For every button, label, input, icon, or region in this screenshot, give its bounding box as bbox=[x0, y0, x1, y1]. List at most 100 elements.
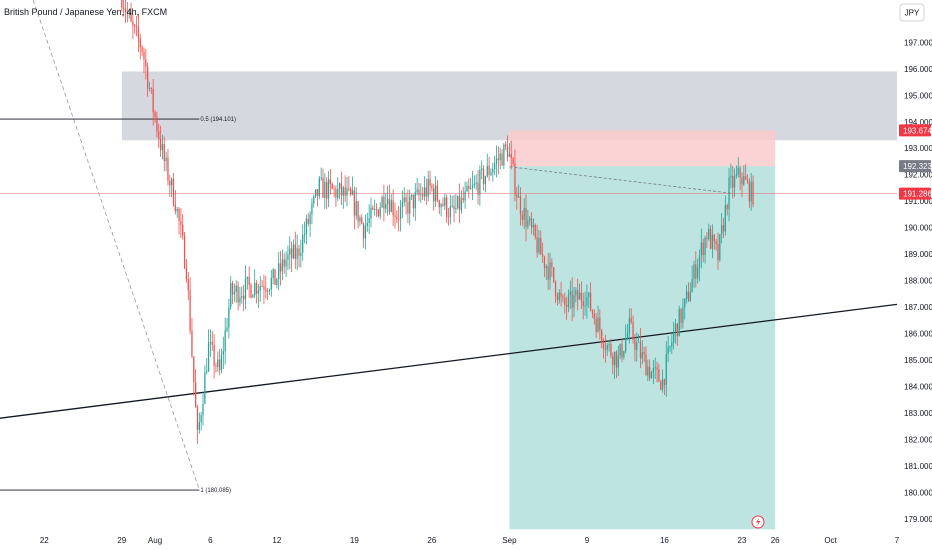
candle-body bbox=[475, 182, 477, 184]
candle-body bbox=[252, 295, 254, 298]
candle-body bbox=[745, 176, 747, 180]
candle-body bbox=[543, 256, 546, 269]
candle-body bbox=[673, 331, 675, 343]
candle-body bbox=[671, 342, 673, 347]
candle-body bbox=[709, 228, 712, 249]
candle-body bbox=[613, 351, 616, 366]
candle-body bbox=[261, 285, 263, 287]
candle-body bbox=[521, 214, 523, 220]
candle-body bbox=[586, 297, 588, 306]
candle-body bbox=[630, 318, 632, 323]
candle-body bbox=[471, 185, 474, 188]
candle-body bbox=[693, 264, 695, 280]
candle-body bbox=[154, 112, 156, 117]
candle-body bbox=[719, 234, 721, 261]
candle-body bbox=[440, 204, 442, 208]
candle-body bbox=[228, 307, 230, 328]
candle-body bbox=[619, 344, 621, 356]
candle-body bbox=[564, 298, 566, 305]
candle-body bbox=[165, 157, 167, 162]
candle-body bbox=[429, 178, 431, 186]
candle-body bbox=[503, 144, 505, 166]
candle-body bbox=[237, 285, 239, 303]
candle-body bbox=[667, 346, 669, 355]
candle-body bbox=[300, 252, 302, 256]
candle-body bbox=[678, 308, 680, 337]
candle-body bbox=[254, 282, 256, 296]
candle-body bbox=[621, 344, 623, 358]
candle-body bbox=[608, 344, 610, 346]
candle-body bbox=[172, 178, 175, 205]
candle-body bbox=[235, 285, 237, 292]
candle-body bbox=[477, 182, 479, 195]
candle-body bbox=[145, 59, 147, 67]
candle-body bbox=[130, 12, 132, 22]
candle-body bbox=[427, 178, 429, 197]
candle-body bbox=[560, 292, 562, 297]
candle-body bbox=[355, 201, 357, 216]
candle-body bbox=[359, 217, 361, 222]
time-axis[interactable]: 22 29 Aug 6 12 19 26 Sep 9 16 23 26 Oct 7 bbox=[40, 536, 900, 545]
price-tick-label: 191.000 bbox=[904, 197, 932, 206]
candle-body bbox=[263, 286, 265, 290]
candle-body bbox=[739, 167, 741, 178]
candle-body bbox=[444, 197, 446, 206]
candle-body bbox=[218, 359, 221, 371]
candle-body bbox=[604, 348, 607, 350]
candle-body bbox=[207, 342, 210, 372]
candle-body bbox=[124, 8, 127, 13]
time-tick-label: 22 bbox=[40, 536, 49, 545]
candle-body bbox=[233, 291, 236, 295]
candle-body bbox=[730, 175, 732, 178]
candle-body bbox=[687, 291, 690, 301]
candle-body bbox=[206, 371, 208, 373]
candle-body bbox=[595, 318, 597, 332]
currency-button[interactable]: JPY bbox=[899, 3, 925, 22]
candle-body bbox=[698, 255, 701, 268]
candle-body bbox=[451, 205, 453, 207]
candle-body bbox=[536, 237, 538, 253]
price-badge-target bbox=[899, 160, 931, 173]
candle-body bbox=[584, 305, 586, 307]
candle-body bbox=[593, 313, 595, 319]
time-tick-label: 23 bbox=[738, 536, 747, 545]
candle-body bbox=[534, 224, 536, 238]
lightning-icon[interactable] bbox=[751, 515, 765, 529]
candle-body bbox=[372, 207, 374, 210]
candle-body bbox=[588, 292, 590, 298]
candle-body bbox=[649, 366, 651, 379]
candle-body bbox=[434, 185, 437, 202]
candle-body bbox=[617, 355, 619, 368]
candle-body bbox=[538, 237, 540, 253]
fib-level-label: 0.5 (194.101) bbox=[200, 117, 236, 123]
candle-body bbox=[176, 209, 178, 212]
price-axis[interactable]: 179.000 180.000 181.000 182.000 183.000 184.0… bbox=[904, 38, 932, 523]
candle-body bbox=[239, 297, 241, 303]
candle-body bbox=[266, 291, 269, 292]
candle-body bbox=[331, 183, 333, 189]
candle-body bbox=[257, 290, 260, 294]
candle-body bbox=[353, 190, 356, 216]
candle-body bbox=[416, 189, 418, 193]
candle-body bbox=[541, 254, 544, 257]
candle-body bbox=[525, 207, 527, 227]
candle-body bbox=[722, 225, 725, 232]
candle-body bbox=[224, 330, 226, 352]
candle-body bbox=[333, 188, 335, 190]
candle-body bbox=[708, 228, 710, 240]
candle-body bbox=[746, 179, 749, 182]
candle-body bbox=[340, 183, 343, 196]
candle-body bbox=[684, 298, 686, 308]
candle-body bbox=[575, 289, 577, 296]
candle-body bbox=[178, 209, 180, 221]
candle-body bbox=[484, 176, 487, 185]
candle-body bbox=[580, 292, 583, 301]
fib-level-label: 1 (180.085) bbox=[200, 488, 231, 494]
candle-body bbox=[281, 259, 284, 272]
candle-body bbox=[479, 169, 481, 195]
candle-body bbox=[438, 200, 440, 208]
candle-body bbox=[728, 177, 730, 210]
candle-body bbox=[407, 201, 409, 214]
candle-body bbox=[381, 196, 383, 208]
